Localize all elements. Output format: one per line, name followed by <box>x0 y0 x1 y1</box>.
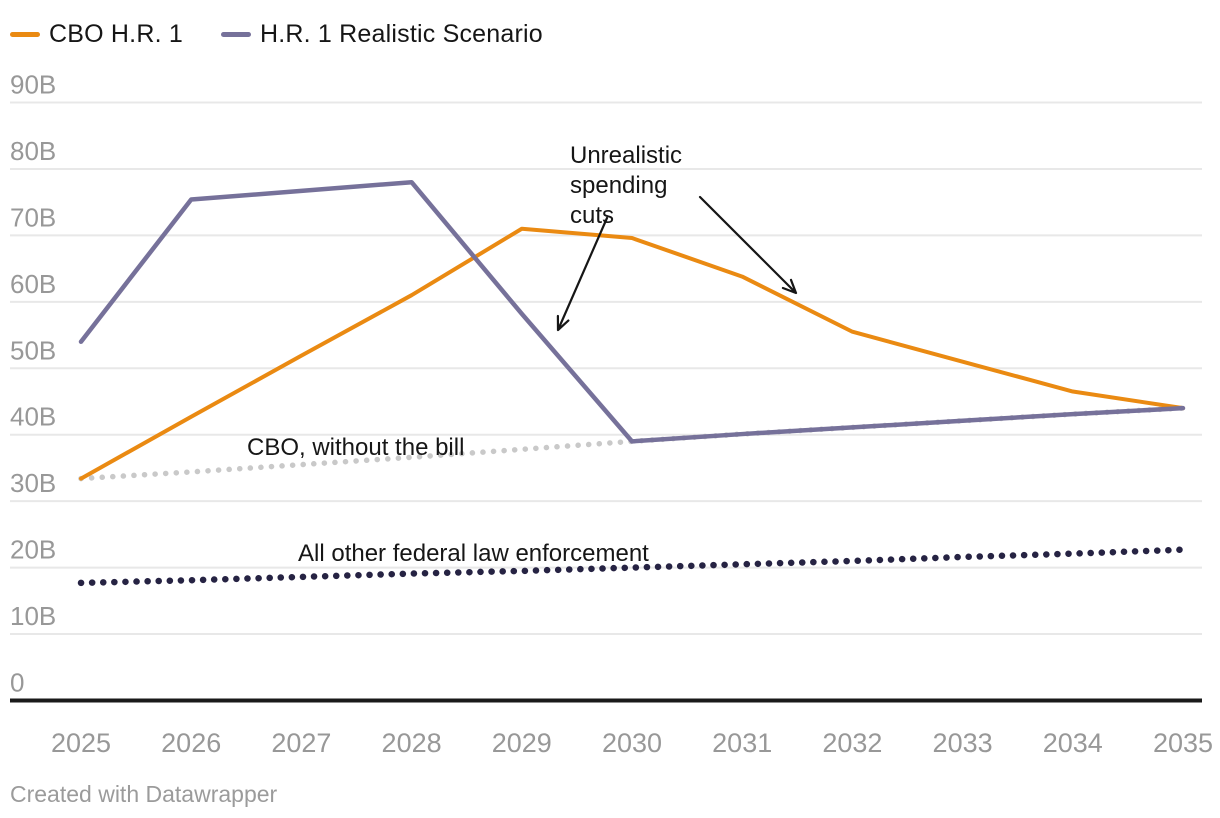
y-tick-label: 70B <box>10 202 56 232</box>
y-tick-label: 50B <box>10 335 56 365</box>
annotation-arrow-to-cbo-line <box>698 195 798 295</box>
series-line-h-r-1-realistic-scenario <box>78 179 1186 444</box>
attribution-text: Created with Datawrapper <box>10 781 278 807</box>
legend-item-realistic-scenario: H.R. 1 Realistic Scenario <box>220 20 543 49</box>
x-tick-label: 2034 <box>1043 728 1103 758</box>
x-tick-label: 2026 <box>161 728 221 758</box>
series-line-all-other-federal-law-enforcement <box>77 546 1187 587</box>
y-tick-label: 90B <box>10 70 56 100</box>
annotation-unrealistic-spending-cuts: Unrealistic spending cuts <box>570 142 682 229</box>
x-tick-label: 2033 <box>933 728 993 758</box>
x-tick-label: 2030 <box>602 728 662 758</box>
annotation-all-other-federal-law-enforcement: All other federal law enforcement <box>298 540 649 567</box>
x-tick-label: 2028 <box>382 728 442 758</box>
x-tick-label: 2031 <box>712 728 772 758</box>
legend-label-realistic-scenario: H.R. 1 Realistic Scenario <box>259 20 543 48</box>
y-tick-label: 20B <box>10 535 56 565</box>
legend-swatch-cbo-hr1 <box>10 32 40 37</box>
annotation-arrow-to-realistic-line <box>556 216 609 332</box>
x-tick-label: 2035 <box>1153 728 1213 758</box>
x-tick-label: 2027 <box>271 728 331 758</box>
y-tick-label: 60B <box>10 269 56 299</box>
y-tick-label: 10B <box>10 601 56 631</box>
y-tick-label: 30B <box>10 468 56 498</box>
chart-legend: CBO H.R. 1 H.R. 1 Realistic Scenario <box>10 20 543 49</box>
y-tick-label: 80B <box>10 136 56 166</box>
x-tick-label: 2032 <box>822 728 882 758</box>
x-tick-label: 2025 <box>51 728 111 758</box>
y-tick-label: 40B <box>10 402 56 432</box>
y-tick-label: 0 <box>10 668 24 698</box>
legend-label-cbo-hr1: CBO H.R. 1 <box>49 20 183 48</box>
legend-item-cbo-hr1: CBO H.R. 1 <box>10 20 183 49</box>
series-line-cbo-h-r-1 <box>79 226 1185 481</box>
annotation-cbo-without-the-bill: CBO, without the bill <box>247 434 464 461</box>
legend-swatch-realistic-scenario <box>220 32 251 37</box>
x-tick-label: 2029 <box>492 728 552 758</box>
